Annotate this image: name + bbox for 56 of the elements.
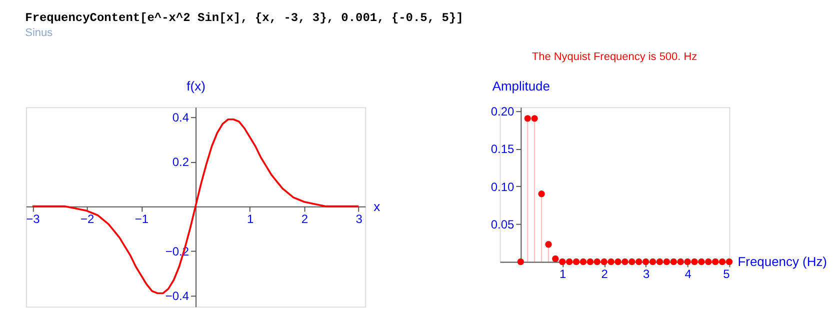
point xyxy=(642,258,650,266)
y-tick-label: 0.20 xyxy=(490,104,515,118)
point xyxy=(517,258,524,266)
point xyxy=(670,258,677,266)
point xyxy=(649,258,656,266)
point xyxy=(524,115,531,122)
y-axis-title: f(x) xyxy=(186,78,206,94)
point xyxy=(600,258,608,266)
point xyxy=(580,258,587,266)
x-tick-label: 1 xyxy=(247,212,254,226)
y-tick-label: −0.4 xyxy=(165,288,190,303)
point xyxy=(712,258,719,266)
x-tick-label: 2 xyxy=(601,267,608,282)
point xyxy=(636,258,642,266)
point xyxy=(545,241,552,248)
point xyxy=(538,190,545,198)
y-tick-label: 0.2 xyxy=(172,155,190,170)
y-tick-label: 0.4 xyxy=(172,110,190,125)
point xyxy=(656,258,664,266)
point xyxy=(628,258,636,266)
point xyxy=(594,258,600,266)
chart-title: The Nyquist Frequency is 500. Hz xyxy=(532,51,698,64)
point xyxy=(572,258,580,266)
point xyxy=(698,258,705,266)
y-tick-label: 0.05 xyxy=(490,218,515,232)
point xyxy=(559,258,566,266)
x-tick-label: 3 xyxy=(356,212,363,226)
point xyxy=(691,258,698,266)
point xyxy=(566,258,573,266)
point xyxy=(552,255,559,262)
point xyxy=(663,258,670,266)
point xyxy=(614,258,622,266)
y-tick-label: 0.10 xyxy=(490,180,515,194)
x-tick-label: −1 xyxy=(134,212,149,226)
text: Sinus xyxy=(25,26,54,39)
point xyxy=(718,258,726,266)
x-tick-label: 4 xyxy=(684,267,692,282)
y-tick-label: 0.15 xyxy=(490,142,515,156)
x-tick-label: 2 xyxy=(301,212,308,226)
point xyxy=(608,258,614,266)
point xyxy=(705,258,712,266)
x-tick-label: 1 xyxy=(560,267,567,282)
x-tick-label: 3 xyxy=(642,267,650,282)
point xyxy=(531,115,538,122)
x-axis-title: x xyxy=(374,198,381,214)
x-axis-title: Frequency (Hz) xyxy=(738,254,827,270)
x-tick-label: −3 xyxy=(26,212,40,226)
point xyxy=(684,258,691,266)
point xyxy=(586,258,594,266)
x-tick-label: −2 xyxy=(80,212,94,226)
text: FrequencyContent[e^-x^2 Sin[x], {x, -3, 3}, 0.001, {-0.5, 5}] xyxy=(25,10,464,25)
x-tick-label: 5 xyxy=(723,267,730,282)
point xyxy=(726,258,733,266)
point xyxy=(677,258,684,266)
y-axis-title: Amplitude xyxy=(492,78,550,94)
point xyxy=(622,258,628,266)
